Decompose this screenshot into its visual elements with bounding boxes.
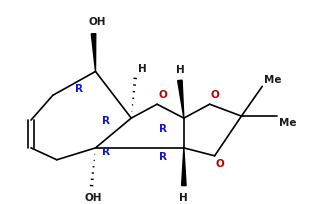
Polygon shape <box>178 81 184 119</box>
Text: H: H <box>138 64 147 74</box>
Text: R: R <box>159 151 167 161</box>
Text: OH: OH <box>89 17 106 27</box>
Text: O: O <box>158 90 167 100</box>
Polygon shape <box>181 148 186 186</box>
Text: O: O <box>211 90 219 100</box>
Text: OH: OH <box>85 192 102 202</box>
Text: H: H <box>177 65 185 75</box>
Polygon shape <box>91 34 96 72</box>
Text: R: R <box>102 146 111 156</box>
Text: O: O <box>215 158 224 168</box>
Text: H: H <box>180 192 188 202</box>
Text: Me: Me <box>279 118 297 128</box>
Text: R: R <box>159 123 167 133</box>
Text: R: R <box>75 84 83 94</box>
Text: Me: Me <box>264 75 282 85</box>
Text: R: R <box>102 115 111 125</box>
